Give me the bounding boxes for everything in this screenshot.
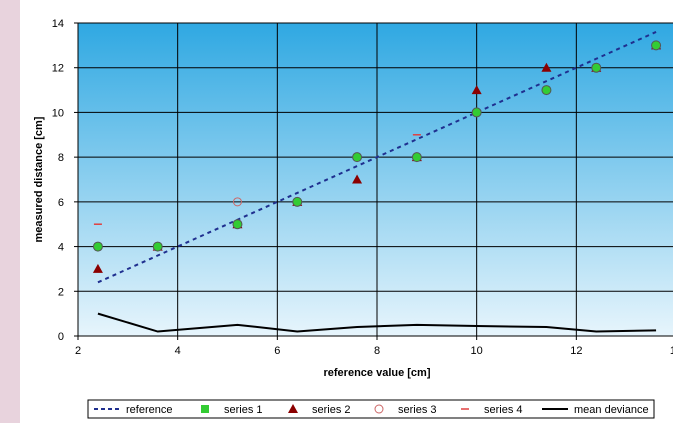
legend-swatch-series-3 bbox=[374, 404, 384, 414]
series-1-point bbox=[411, 152, 422, 163]
y-tick-label: 6 bbox=[58, 197, 64, 209]
x-tick-label: 2 bbox=[75, 345, 81, 357]
y-tick-label: 4 bbox=[58, 242, 64, 254]
series-1-point bbox=[352, 152, 363, 163]
legend-label-series-1: series 1 bbox=[224, 404, 263, 416]
series-1-point bbox=[152, 241, 163, 252]
y-axis-title: measured distance [cm] bbox=[33, 116, 45, 242]
legend-swatch-series-1 bbox=[201, 405, 209, 413]
y-tick-label: 12 bbox=[52, 63, 64, 75]
series-1-point bbox=[232, 219, 243, 230]
legend-label-reference: reference bbox=[126, 404, 172, 416]
y-tick-label: 2 bbox=[58, 286, 64, 298]
x-tick-label: 6 bbox=[274, 345, 280, 357]
x-tick-label: 10 bbox=[471, 345, 483, 357]
series-2-point bbox=[471, 85, 482, 95]
y-tick-label: 8 bbox=[58, 152, 64, 164]
legend: reference series 1 series 2 series 3 series … bbox=[87, 399, 655, 419]
y-tick-label: 14 bbox=[52, 18, 64, 30]
legend-label-mean-deviance: mean deviance bbox=[574, 404, 649, 416]
series-2-point bbox=[92, 263, 103, 273]
y-tick-label: 10 bbox=[52, 107, 64, 119]
series-1-point bbox=[651, 40, 662, 51]
x-tick-label: 12 bbox=[570, 345, 582, 357]
series-1-point bbox=[591, 62, 602, 73]
series-1-point bbox=[541, 85, 552, 96]
x-tick-label: 4 bbox=[175, 345, 181, 357]
x-axis-title: reference value [cm] bbox=[324, 367, 431, 379]
series-1-point bbox=[471, 107, 482, 118]
scatter-chart: 246810121402468101214 reference value [c… bbox=[33, 18, 673, 419]
legend-swatch-series-2 bbox=[288, 404, 298, 413]
mean-deviance-line bbox=[97, 312, 657, 333]
legend-box bbox=[87, 399, 655, 419]
x-tick-label: 8 bbox=[374, 345, 380, 357]
chart-panel: 246810121402468101214 reference value [c… bbox=[20, 0, 673, 423]
series-2-point bbox=[541, 62, 552, 72]
legend-label-series-4: series 4 bbox=[484, 404, 523, 416]
y-tick-label: 0 bbox=[58, 331, 64, 343]
series-2-point bbox=[352, 174, 363, 184]
legend-label-series-2: series 2 bbox=[312, 404, 351, 416]
plot-area bbox=[77, 22, 673, 337]
legend-label-series-3: series 3 bbox=[398, 404, 437, 416]
series-1-point bbox=[292, 196, 303, 207]
series-1-point bbox=[92, 241, 103, 252]
x-tick-label: 14 bbox=[670, 345, 673, 357]
series-3-point bbox=[232, 197, 242, 207]
